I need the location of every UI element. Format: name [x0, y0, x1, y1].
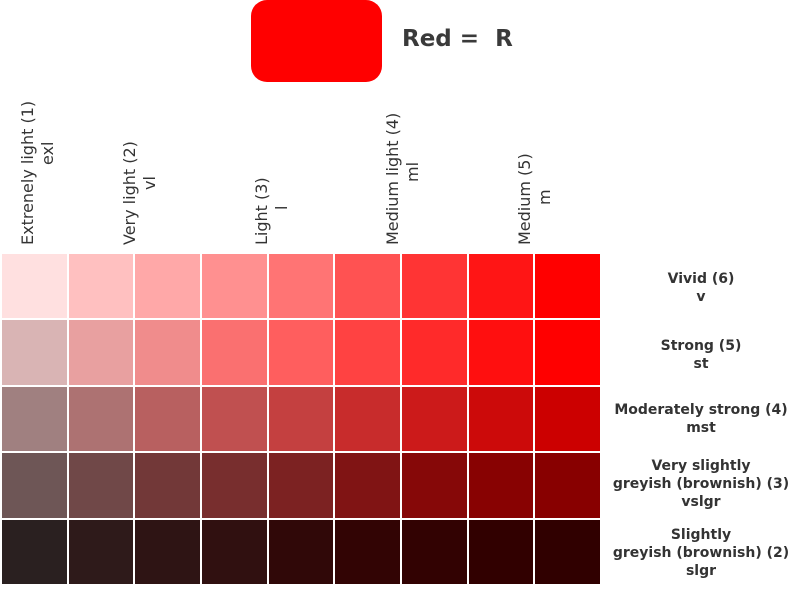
color-cell — [68, 254, 134, 319]
row-label-name-line1: Very slightly — [651, 458, 751, 474]
row-label-name: Moderately strong (4) — [614, 402, 788, 418]
color-cell — [68, 386, 134, 452]
color-cell — [201, 386, 267, 452]
color-cell — [2, 254, 67, 319]
color-cell — [268, 320, 334, 385]
color-cell — [68, 519, 134, 584]
column-header-light: Light (3) l — [252, 75, 298, 245]
color-cell — [335, 519, 400, 584]
color-cell — [201, 519, 267, 584]
color-cell — [2, 386, 67, 452]
color-cell — [335, 386, 400, 452]
color-cell — [135, 453, 200, 518]
row-label-code: vslgr — [681, 494, 721, 510]
column-header-code: vl — [140, 176, 159, 190]
column-header-code: exl — [38, 141, 57, 165]
row-label-code: slgr — [685, 563, 717, 579]
color-cell — [401, 519, 467, 584]
page-title: Red = R — [402, 26, 513, 52]
column-header-name: Extrenely light (1) — [18, 100, 37, 245]
color-cell — [268, 386, 334, 452]
color-cell — [68, 320, 134, 385]
color-cell — [135, 386, 200, 452]
row-label-name: Vivid (6) — [667, 271, 735, 287]
color-grid — [2, 254, 600, 584]
color-cell — [535, 519, 600, 584]
color-cell — [401, 254, 467, 319]
color-cell — [135, 519, 200, 584]
color-cell — [468, 519, 534, 584]
color-cell — [68, 453, 134, 518]
row-label-code: st — [693, 356, 709, 372]
color-cell — [535, 320, 600, 385]
color-cell — [401, 453, 467, 518]
row-label-moderately-strong: Moderately strong (4) mst — [606, 401, 796, 437]
color-cell — [468, 320, 534, 385]
row-label-strong: Strong (5) st — [606, 337, 796, 373]
row-label-name-line1: Slightly — [670, 527, 732, 543]
color-cell — [135, 320, 200, 385]
column-header-code: l — [272, 205, 291, 210]
color-cell — [535, 453, 600, 518]
column-header-name: Very light (2) — [120, 141, 139, 245]
color-cell — [468, 254, 534, 319]
color-cell — [135, 254, 200, 319]
color-cell — [535, 254, 600, 319]
column-header-medium-light: Medium light (4) ml — [383, 75, 429, 245]
color-cell — [268, 254, 334, 319]
color-cell — [401, 320, 467, 385]
row-label-code: mst — [686, 420, 716, 436]
column-header-name: Medium (5) — [515, 153, 534, 245]
column-header-name: Medium light (4) — [383, 112, 402, 245]
color-cell — [201, 320, 267, 385]
color-cell — [201, 453, 267, 518]
column-header-name: Light (3) — [252, 177, 271, 245]
row-label-code: v — [696, 289, 706, 305]
column-header-medium: Medium (5) m — [515, 75, 561, 245]
column-header-code: ml — [403, 161, 422, 182]
row-label-name-line2: greyish (brownish) (3) — [612, 476, 790, 492]
column-header-code: m — [535, 189, 554, 205]
row-label-slightly-greyish: Slightly greyish (brownish) (2) slgr — [606, 526, 796, 580]
color-cell — [401, 386, 467, 452]
color-cell — [2, 519, 67, 584]
red-color-swatch — [251, 0, 382, 82]
row-label-vivid: Vivid (6) v — [606, 270, 796, 306]
color-cell — [268, 519, 334, 584]
color-cell — [468, 453, 534, 518]
color-cell — [2, 453, 67, 518]
color-cell — [535, 386, 600, 452]
row-label-very-slightly-greyish: Very slightly greyish (brownish) (3) vsl… — [606, 457, 796, 511]
color-cell — [335, 254, 400, 319]
color-cell — [201, 254, 267, 319]
row-label-name: Strong (5) — [660, 338, 742, 354]
color-cell — [335, 453, 400, 518]
row-label-name-line2: greyish (brownish) (2) — [612, 545, 790, 561]
column-header-very-light: Very light (2) vl — [120, 75, 166, 245]
column-header-extremely-light: Extrenely light (1) exl — [18, 75, 64, 245]
color-cell — [468, 386, 534, 452]
color-cell — [268, 453, 334, 518]
color-cell — [335, 320, 400, 385]
color-cell — [2, 320, 67, 385]
